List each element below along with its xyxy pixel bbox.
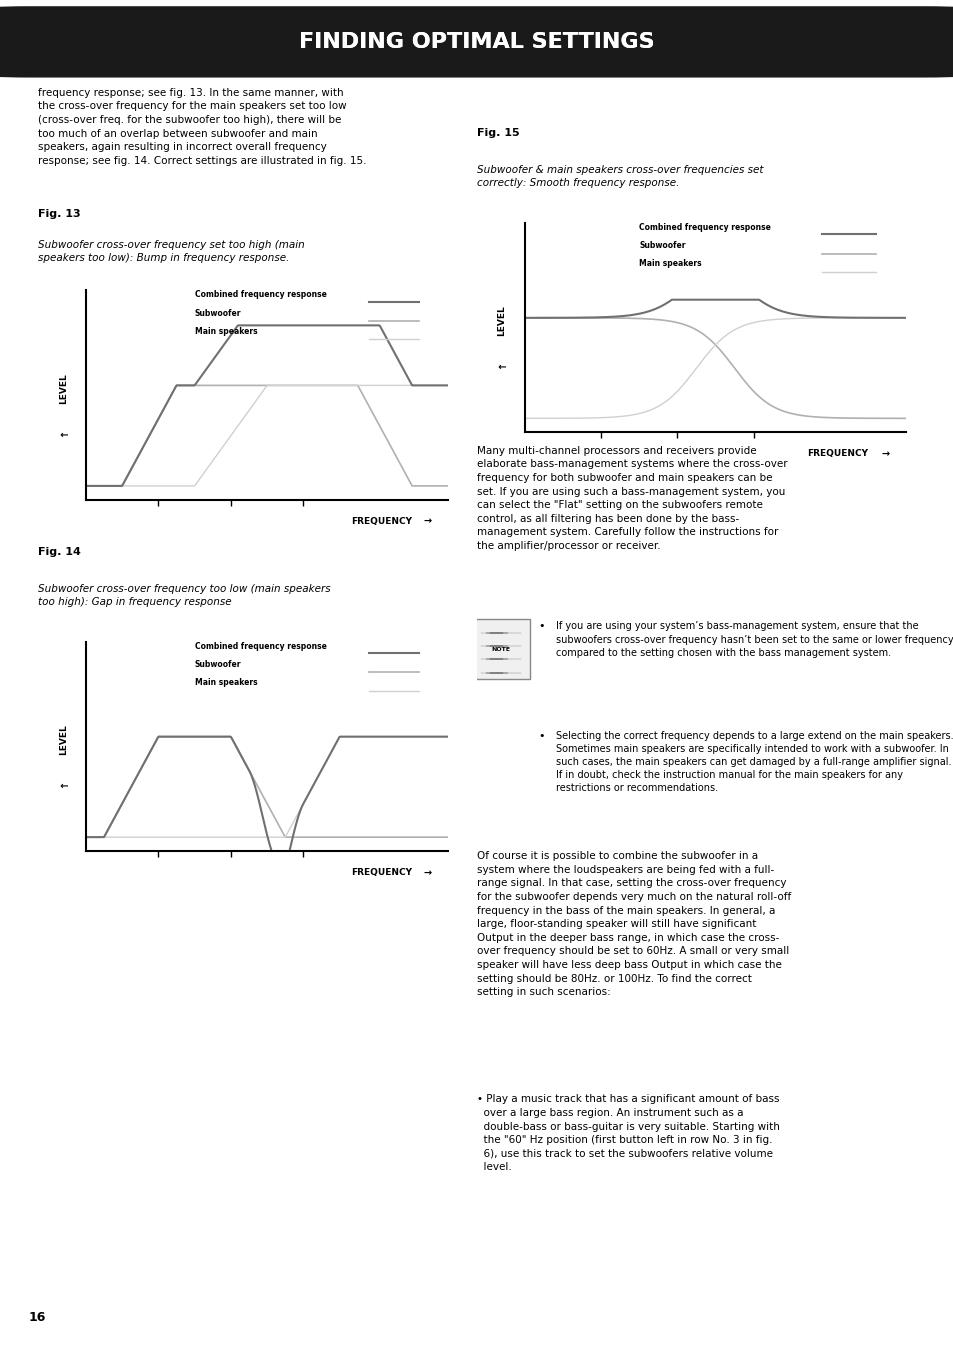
Text: • Play a music track that has a significant amount of bass
  over a large bass r: • Play a music track that has a signific… — [476, 1094, 779, 1173]
Text: Fig. 13: Fig. 13 — [38, 209, 81, 219]
Text: LEVEL: LEVEL — [497, 305, 506, 336]
Text: →: → — [880, 449, 888, 459]
Text: Subwoofer & main speakers cross-over frequencies set
correctly: Smooth frequency: Subwoofer & main speakers cross-over fre… — [476, 165, 762, 188]
Text: FINDING OPTIMAL SETTINGS: FINDING OPTIMAL SETTINGS — [299, 32, 654, 51]
Text: ↑: ↑ — [59, 428, 69, 436]
Text: Combined frequency response: Combined frequency response — [194, 290, 326, 300]
Text: Many multi-channel processors and receivers provide
elaborate bass-management sy: Many multi-channel processors and receiv… — [476, 446, 787, 551]
FancyBboxPatch shape — [0, 7, 953, 77]
Text: →: → — [423, 516, 432, 527]
Text: FREQUENCY: FREQUENCY — [351, 516, 412, 526]
Text: Of course it is possible to combine the subwoofer in a
system where the loudspea: Of course it is possible to combine the … — [476, 851, 790, 997]
Text: Combined frequency response: Combined frequency response — [194, 642, 326, 651]
Text: Fig. 14: Fig. 14 — [38, 547, 81, 557]
Text: NOTE: NOTE — [491, 647, 510, 651]
Text: •: • — [537, 621, 544, 631]
Text: ↑: ↑ — [497, 361, 506, 369]
Text: If you are using your system’s bass-management system, ensure that the subwoofer: If you are using your system’s bass-mana… — [556, 621, 953, 658]
Text: LEVEL: LEVEL — [59, 373, 69, 404]
Text: FINDING OPTIMAL SETTINGS: FINDING OPTIMAL SETTINGS — [299, 32, 654, 51]
Text: Selecting the correct frequency depends to a large extend on the main speakers. : Selecting the correct frequency depends … — [556, 731, 953, 793]
Text: ↑: ↑ — [59, 780, 69, 788]
Text: Main speakers: Main speakers — [194, 327, 257, 336]
Text: Combined frequency response: Combined frequency response — [639, 223, 770, 232]
Text: FREQUENCY: FREQUENCY — [351, 867, 412, 877]
FancyBboxPatch shape — [472, 619, 529, 680]
Text: Main speakers: Main speakers — [639, 259, 701, 269]
Text: Subwoofer cross-over frequency too low (main speakers
too high): Gap in frequenc: Subwoofer cross-over frequency too low (… — [38, 584, 331, 607]
Text: Subwoofer cross-over frequency set too high (main
speakers too low): Bump in fre: Subwoofer cross-over frequency set too h… — [38, 240, 305, 263]
Text: •: • — [537, 731, 544, 740]
Text: Subwoofer: Subwoofer — [194, 308, 241, 317]
Text: →: → — [423, 867, 432, 878]
Text: Subwoofer: Subwoofer — [639, 240, 685, 250]
Text: FREQUENCY: FREQUENCY — [806, 449, 867, 458]
Text: Main speakers: Main speakers — [194, 678, 257, 688]
Text: frequency response; see fig. 13. In the same manner, with
the cross-over frequen: frequency response; see fig. 13. In the … — [38, 88, 366, 166]
Text: Subwoofer: Subwoofer — [194, 659, 241, 669]
Text: 16: 16 — [29, 1310, 46, 1324]
Text: LEVEL: LEVEL — [59, 724, 69, 755]
Text: Fig. 15: Fig. 15 — [476, 128, 519, 138]
